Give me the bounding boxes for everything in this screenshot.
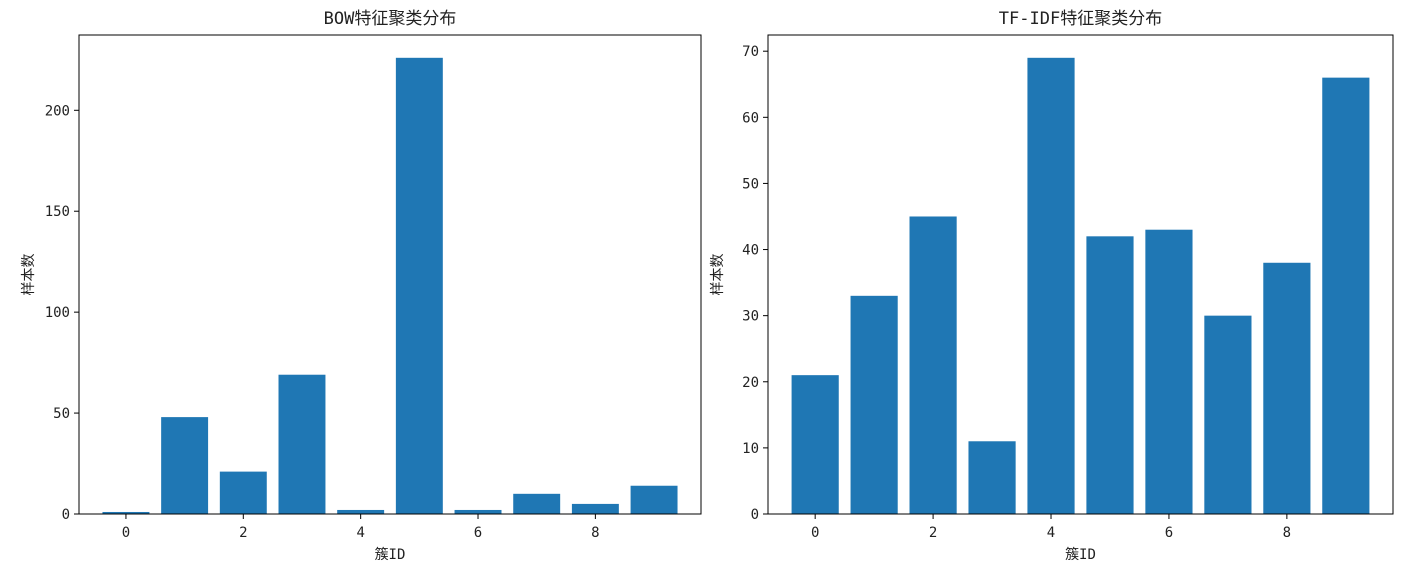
bow-bar: [337, 509, 385, 514]
tfidf-x-tick-label: 8: [1283, 525, 1291, 541]
tfidf-y-tick-label: 70: [742, 44, 759, 60]
tfidf-bar: [1027, 57, 1075, 515]
bow-chart-title: BOW特征聚类分布: [324, 9, 457, 29]
bow-bar: [454, 509, 502, 514]
bow-x-tick-label: 2: [239, 525, 247, 541]
tfidf-y-tick-label: 60: [742, 110, 759, 126]
tfidf-bar: [1263, 262, 1311, 514]
bow-x-tick-label: 6: [474, 525, 482, 541]
tfidf-bar: [850, 295, 898, 514]
tfidf-bar: [1145, 229, 1193, 514]
bow-bar: [278, 374, 326, 514]
tfidf-x-tick-label: 6: [1165, 525, 1173, 541]
tfidf-y-tick-label: 30: [742, 309, 759, 325]
tfidf-x-axis-label: 簇ID: [1065, 547, 1096, 563]
tfidf-plot-frame: [767, 34, 1394, 515]
bow-bar: [571, 503, 619, 514]
tfidf-y-tick-label: 50: [742, 176, 759, 192]
tfidf-y-axis-label: 样本数: [710, 254, 726, 296]
bow-bar: [395, 57, 443, 515]
bow-y-tick-label: 200: [45, 103, 70, 119]
bow-y-tick-label: 100: [45, 305, 70, 321]
tfidf-y-tick-label: 10: [742, 441, 759, 457]
tfidf-x-tick-label: 0: [811, 525, 819, 541]
tfidf-y-tick-label: 20: [742, 375, 759, 391]
bow-plot-frame: [78, 34, 702, 515]
bow-y-tick-label: 150: [45, 204, 70, 220]
bow-bar: [161, 417, 209, 514]
tfidf-bar: [791, 375, 839, 514]
bow-y-tick-label: 0: [62, 507, 70, 523]
tfidf-x-tick-label: 4: [1047, 525, 1055, 541]
bow-bar: [102, 511, 150, 514]
tfidf-bar: [909, 216, 957, 514]
tfidf-bar: [968, 441, 1016, 514]
bow-y-tick-label: 50: [53, 406, 70, 422]
bow-y-axis-label: 样本数: [21, 254, 37, 296]
tfidf-bar: [1086, 236, 1134, 514]
tfidf-chart-title: TF-IDF特征聚类分布: [999, 9, 1162, 29]
tfidf-y-tick-label: 0: [751, 507, 759, 523]
tfidf-x-tick-label: 2: [929, 525, 937, 541]
bow-x-axis-label: 簇ID: [375, 547, 406, 563]
bow-x-tick-label: 8: [591, 525, 599, 541]
bow-bar: [219, 471, 267, 514]
tfidf-y-tick-label: 40: [742, 243, 759, 259]
bow-bar: [513, 493, 561, 514]
tfidf-bar: [1204, 315, 1252, 514]
bow-x-tick-label: 0: [122, 525, 130, 541]
bow-bar: [630, 485, 678, 514]
bow-x-tick-label: 4: [356, 525, 364, 541]
tfidf-bar: [1322, 77, 1370, 514]
